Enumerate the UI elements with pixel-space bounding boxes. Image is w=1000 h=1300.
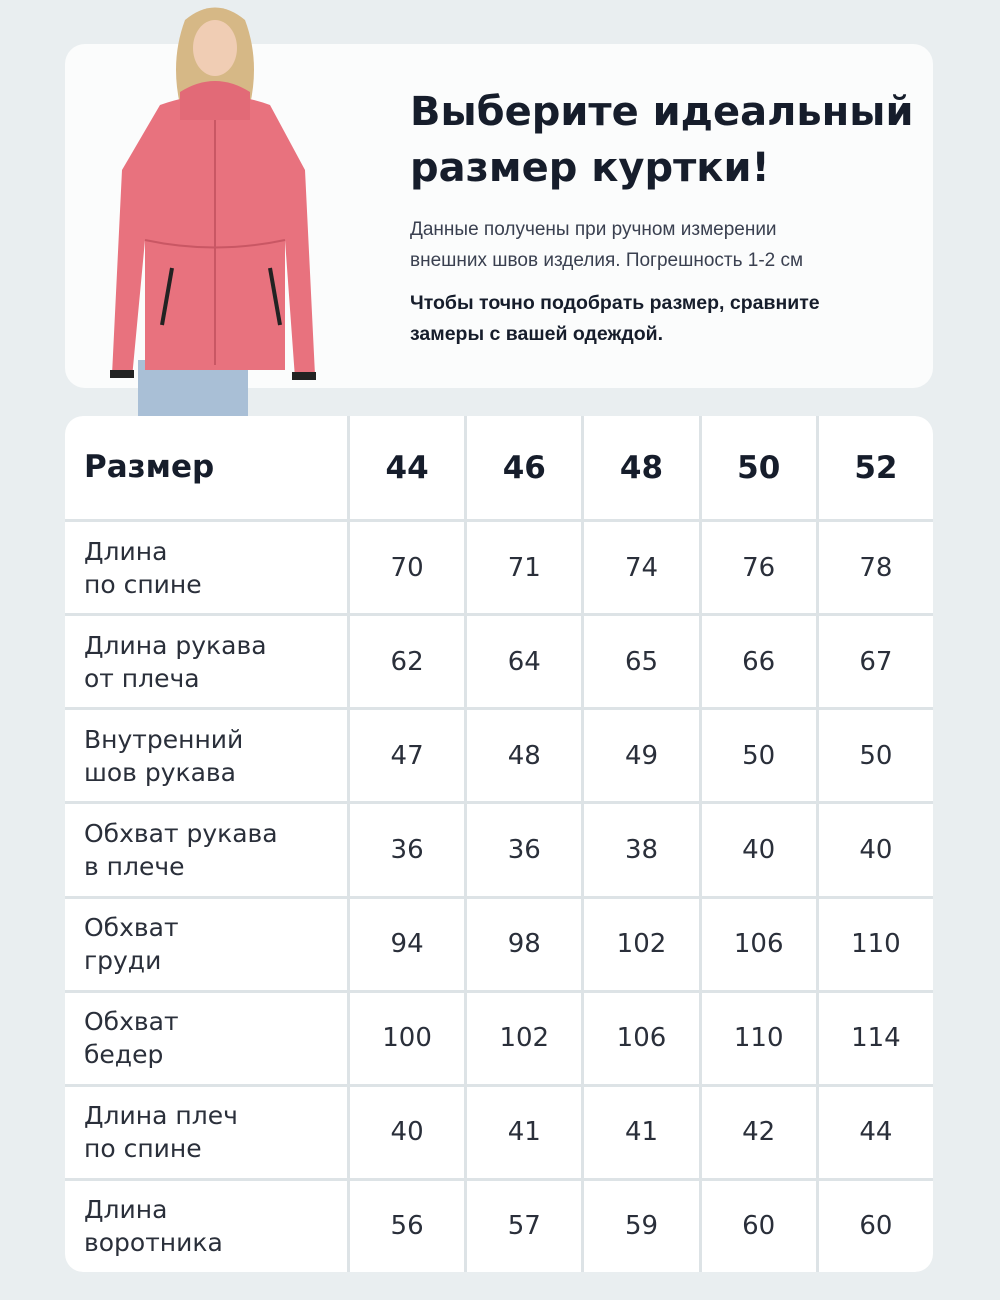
measurement-value: 67 bbox=[818, 616, 933, 708]
measurement-value: 47 bbox=[350, 710, 465, 802]
measurement-value: 48 bbox=[467, 710, 582, 802]
measurement-value: 40 bbox=[350, 1086, 465, 1178]
measurement-value: 36 bbox=[350, 804, 465, 896]
size-header-50: 50 bbox=[701, 416, 816, 519]
row-label: Длина воротника bbox=[65, 1180, 347, 1272]
row-label: Длина плеч по спине bbox=[65, 1086, 347, 1178]
measurement-value: 64 bbox=[467, 616, 582, 708]
measurement-value: 60 bbox=[818, 1180, 933, 1272]
measurement-value: 62 bbox=[350, 616, 465, 708]
measurement-value: 106 bbox=[701, 898, 816, 990]
measurement-value: 56 bbox=[350, 1180, 465, 1272]
measurement-value: 110 bbox=[818, 898, 933, 990]
row-label: Обхват рукава в плече bbox=[65, 804, 347, 896]
measurement-value: 38 bbox=[584, 804, 699, 896]
measurement-value: 98 bbox=[467, 898, 582, 990]
measurement-value: 66 bbox=[701, 616, 816, 708]
measurement-value: 59 bbox=[584, 1180, 699, 1272]
row-label: Внутренний шов рукава bbox=[65, 710, 347, 802]
size-header-46: 46 bbox=[467, 416, 582, 519]
row-label: Длина рукава от плеча bbox=[65, 616, 347, 708]
measurement-value: 41 bbox=[584, 1086, 699, 1178]
size-header-44: 44 bbox=[350, 416, 465, 519]
measurement-value: 100 bbox=[350, 992, 465, 1084]
measurement-value: 70 bbox=[350, 522, 465, 614]
measurement-value: 106 bbox=[584, 992, 699, 1084]
measurement-value: 50 bbox=[818, 710, 933, 802]
size-table: Размер 44 46 48 50 52 Длина по спине 70 71 74 76 7… bbox=[65, 416, 933, 1272]
row-label: Обхват бедер bbox=[65, 992, 347, 1084]
measurement-value: 71 bbox=[467, 522, 582, 614]
measurement-value: 110 bbox=[701, 992, 816, 1084]
measurement-description: Данные получены при ручном измерении внеш… bbox=[410, 219, 804, 271]
header-size-label: Размер bbox=[65, 416, 347, 519]
row-label: Обхват груди bbox=[65, 898, 347, 990]
row-label: Длина по спине bbox=[65, 522, 347, 614]
measurement-value: 41 bbox=[467, 1086, 582, 1178]
measurement-value: 44 bbox=[818, 1086, 933, 1178]
measurement-value: 50 bbox=[701, 710, 816, 802]
size-header-48: 48 bbox=[584, 416, 699, 519]
measurement-value: 102 bbox=[467, 992, 582, 1084]
measurement-value: 102 bbox=[584, 898, 699, 990]
measurement-value: 114 bbox=[818, 992, 933, 1084]
measurement-value: 74 bbox=[584, 522, 699, 614]
size-header-52: 52 bbox=[818, 416, 933, 519]
measurement-value: 42 bbox=[701, 1086, 816, 1178]
measurement-value: 78 bbox=[818, 522, 933, 614]
measurement-value: 57 bbox=[467, 1180, 582, 1272]
size-advice-note: Чтобы точно подобрать размер, сравните за… bbox=[410, 292, 820, 345]
measurement-value: 36 bbox=[467, 804, 582, 896]
model-photo bbox=[110, 7, 316, 416]
measurement-value: 94 bbox=[350, 898, 465, 990]
measurement-value: 40 bbox=[701, 804, 816, 896]
measurement-value: 76 bbox=[701, 522, 816, 614]
measurement-value: 65 bbox=[584, 616, 699, 708]
page-title: Выберите идеальный размер куртки! bbox=[410, 89, 914, 191]
measurement-value: 49 bbox=[584, 710, 699, 802]
measurement-value: 40 bbox=[818, 804, 933, 896]
measurement-value: 60 bbox=[701, 1180, 816, 1272]
